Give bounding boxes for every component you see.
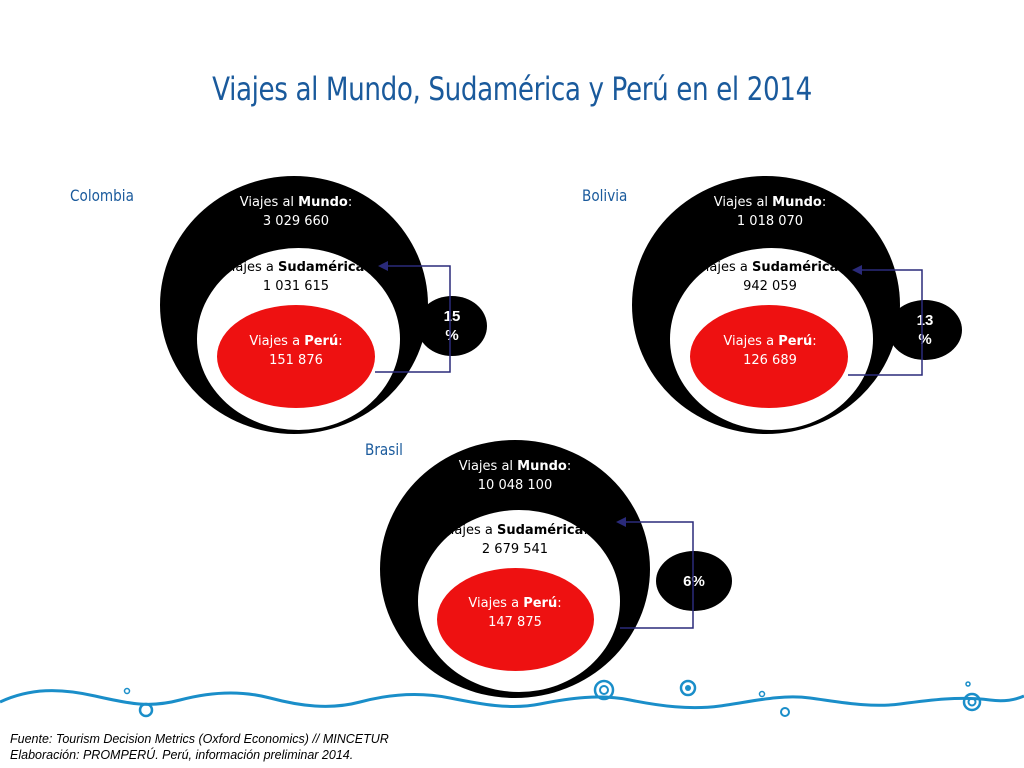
connector-arrow-colombia (375, 261, 451, 373)
world-trips-text: Viajes al Mundo: 1 018 070 (713, 195, 827, 229)
source-line: Fuente: Tourism Decision Metrics (Oxford… (10, 732, 389, 746)
country-label-bolivia: Bolivia (582, 186, 628, 205)
connector-arrow-bolivia (848, 265, 923, 376)
inner-circle-peru (437, 568, 594, 671)
peru-trips-text: Viajes a Perú: 126 689 (723, 334, 817, 368)
peru-trips-value: 147 875 (488, 615, 542, 630)
southamerica-trips-text: Viajes a Sudamérica: 1 031 615 (223, 260, 369, 294)
inner-circle-peru (217, 305, 375, 408)
southamerica-trips-text: Viajes a Sudamérica: 2 679 541 (442, 523, 588, 557)
southamerica-trips-value: 1 031 615 (262, 279, 330, 294)
southamerica-trips-text: Viajes a Sudamérica: 942 059 (697, 260, 843, 294)
decorative-wave (0, 679, 1024, 718)
elaboration-line: Elaboración: PROMPERÚ. Perú, información… (10, 748, 354, 762)
world-trips-value: 3 029 660 (262, 214, 330, 229)
world-trips-value: 1 018 070 (736, 214, 804, 229)
peru-trips-text: Viajes a Perú: 147 875 (468, 596, 562, 630)
inner-circle-peru (690, 305, 848, 408)
peru-trips-value: 126 689 (743, 353, 797, 368)
page-title: Viajes al Mundo, Sudamérica y Perú en el… (212, 70, 812, 108)
country-label-colombia: Colombia (70, 186, 134, 205)
percentage-badge: 6% (656, 551, 732, 611)
world-trips-text: Viajes al Mundo: 3 029 660 (239, 195, 353, 229)
world-trips-text: Viajes al Mundo: 10 048 100 (458, 459, 572, 493)
percentage-badge: 15% (417, 296, 487, 356)
country-label-brasil: Brasil (365, 440, 403, 459)
connector-arrow-brasil (616, 517, 694, 629)
peru-trips-value: 151 876 (269, 353, 323, 368)
world-trips-value: 10 048 100 (477, 478, 553, 493)
southamerica-trips-value: 942 059 (743, 279, 797, 294)
percentage-badge: 13% (888, 300, 962, 360)
southamerica-trips-value: 2 679 541 (481, 542, 549, 557)
peru-trips-text: Viajes a Perú: 151 876 (249, 334, 343, 368)
source-note: Fuente: Tourism Decision Metrics (Oxford… (10, 731, 389, 763)
